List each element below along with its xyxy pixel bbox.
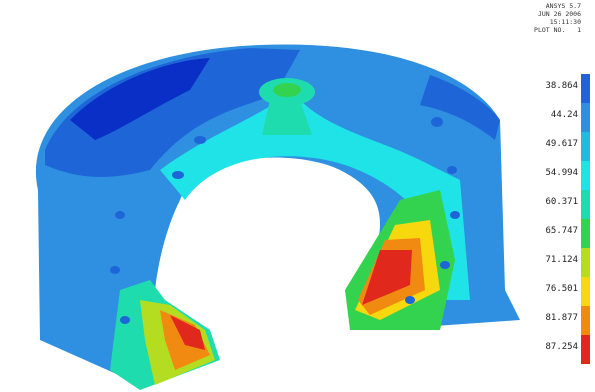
plot-info-line: JUN 26 2006 bbox=[537, 10, 581, 18]
legend-swatch bbox=[581, 248, 590, 277]
ring-dark-region bbox=[45, 48, 300, 177]
legend-label: 81.877 bbox=[545, 313, 578, 323]
legend-row: 54.994 bbox=[540, 161, 592, 190]
legend-row: 38.864 bbox=[540, 74, 592, 103]
contour-legend: 38.864 44.24 49.617 54.994 60.371 65.747 71.12… bbox=[540, 74, 592, 364]
ring-darkest-region bbox=[70, 58, 210, 140]
ring-inner-band bbox=[160, 100, 430, 230]
legend-label: 38.864 bbox=[545, 81, 578, 91]
notch-stem bbox=[262, 100, 312, 135]
legend-swatch bbox=[581, 335, 590, 364]
legend-row: 65.747 bbox=[540, 219, 592, 248]
legend-swatch bbox=[581, 74, 590, 103]
legend-label: 71.124 bbox=[545, 255, 578, 265]
plot-info: ANSYS 5.7 JUN 26 2006 15:11:30 PLOT NO. … bbox=[534, 2, 581, 34]
ring-darkest-region-right bbox=[420, 75, 500, 140]
legend-label: 87.254 bbox=[545, 342, 578, 352]
legend-label: 60.371 bbox=[545, 197, 578, 207]
legend-swatch bbox=[581, 161, 590, 190]
plot-info-line: 15:11:30 bbox=[549, 18, 581, 26]
plot-info-line: ANSYS 5.7 bbox=[545, 2, 581, 10]
legend-row: 44.24 bbox=[540, 103, 592, 132]
legend-label: 54.994 bbox=[545, 168, 578, 178]
legend-swatch bbox=[581, 103, 590, 132]
legend-label: 44.24 bbox=[550, 110, 578, 120]
legend-row: 76.501 bbox=[540, 277, 592, 306]
legend-row: 49.617 bbox=[540, 132, 592, 161]
legend-label: 65.747 bbox=[545, 226, 578, 236]
legend-row: 71.124 bbox=[540, 248, 592, 277]
legend-swatch bbox=[581, 132, 590, 161]
legend-row: 60.371 bbox=[540, 190, 592, 219]
left-foot-hottest bbox=[170, 315, 205, 350]
legend-label: 49.617 bbox=[545, 139, 578, 149]
legend-row: 87.254 bbox=[540, 335, 592, 364]
legend-swatch bbox=[581, 306, 590, 335]
legend-row: 81.877 bbox=[540, 306, 592, 335]
legend-swatch bbox=[581, 219, 590, 248]
legend-swatch bbox=[581, 277, 590, 306]
notch-hole bbox=[273, 83, 301, 97]
legend-label: 76.501 bbox=[545, 284, 578, 294]
right-foot-hottest bbox=[362, 250, 412, 305]
bolt-holes bbox=[110, 117, 460, 324]
legend-swatch bbox=[581, 190, 590, 219]
plot-info-line: PLOT NO. 1 bbox=[534, 26, 581, 34]
